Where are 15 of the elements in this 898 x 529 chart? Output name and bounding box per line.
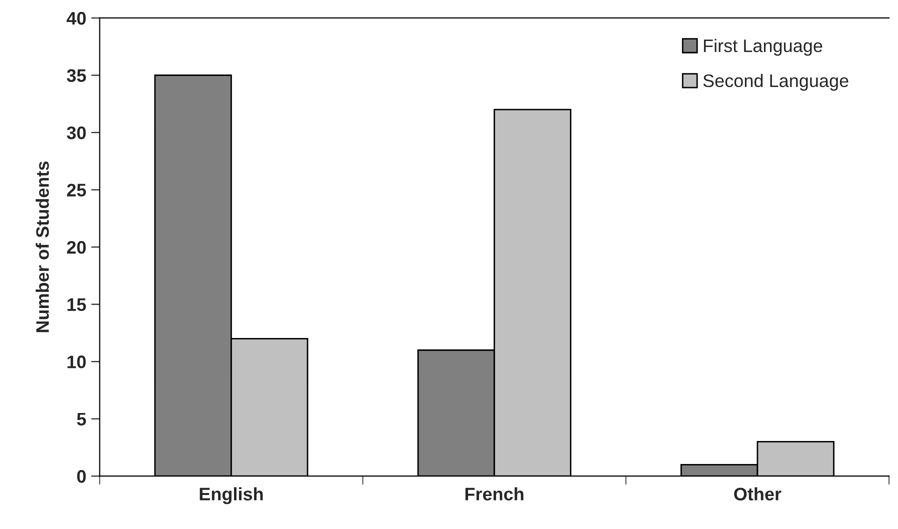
legend-label: Second Language (703, 74, 848, 91)
y-tick-label: 15 (68, 298, 86, 312)
y-tick-label: 25 (67, 184, 86, 196)
x-tick-label: French (465, 487, 524, 500)
legend-label: First Language (704, 38, 822, 56)
y-tick-label: 5 (77, 412, 86, 426)
y-axis-title: Number of Students (36, 162, 49, 332)
y-tick-label: 30 (66, 126, 86, 140)
y-tick-label: 20 (67, 240, 86, 254)
y-tick-label: 35 (66, 69, 86, 82)
x-tick-label: Other (734, 487, 782, 500)
x-tick-label: English (200, 487, 263, 504)
y-tick-label: 10 (68, 356, 86, 368)
y-tick-label: 0 (77, 470, 86, 483)
y-tick-label: 40 (66, 12, 86, 25)
